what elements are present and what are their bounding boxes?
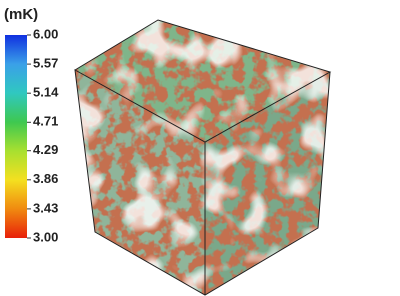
colorbar-tick-label: 6.00 (33, 26, 58, 41)
colorbar-tick-label: 4.71 (33, 114, 58, 129)
colorbar-tick-label: 5.57 (33, 56, 58, 71)
cube-edges (74, 19, 332, 296)
cube (74, 19, 332, 296)
colorbar-tick-label: 3.86 (33, 171, 58, 186)
colorbar-tick-label: 3.00 (33, 229, 58, 244)
colorbar-title: (mK) (4, 6, 38, 23)
colorbar: (mK) 6.00 5.57 5.14 4.71 4.29 3.86 3.43 3.00 (4, 6, 59, 244)
colorbar-gradient (5, 35, 27, 238)
colorbar-tick-label: 4.29 (33, 142, 58, 157)
colorbar-tick-label: 3.43 (33, 200, 58, 215)
colorbar-tick-label: 5.14 (33, 85, 59, 100)
cube-haze (75, 20, 330, 295)
